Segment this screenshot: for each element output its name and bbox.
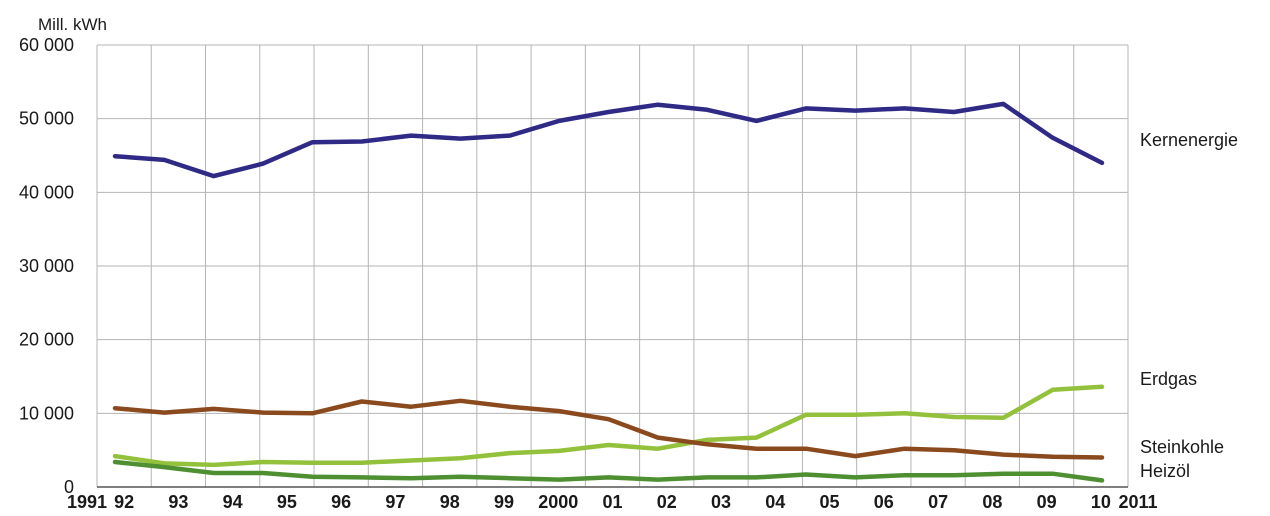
y-tick-label: 50 000 [19,109,74,129]
x-tick-label: 06 [874,492,894,512]
x-tick-label: 97 [385,492,405,512]
y-tick-label: 10 000 [19,403,74,423]
x-tick-label: 2011 [1118,492,1157,512]
y-tick-label: 40 000 [19,182,74,202]
x-tick-label: 01 [602,492,622,512]
x-tick-label: 2000 [538,492,578,512]
x-tick-label: 09 [1037,492,1057,512]
series-label: Steinkohle [1140,437,1224,457]
y-tick-label: 0 [64,477,74,497]
y-axis-unit-label: Mill. kWh [38,15,107,34]
y-tick-label: 20 000 [19,330,74,350]
x-tick-label: 96 [331,492,351,512]
x-tick-label: 98 [440,492,460,512]
x-tick-label: 1991 [67,492,107,512]
y-tick-label: 30 000 [19,256,74,276]
x-tick-label: 95 [277,492,297,512]
x-tick-label: 92 [114,492,134,512]
series-line-erdgas [112,384,1105,468]
series-label: Heizöl [1140,461,1190,481]
x-tick-label: 07 [928,492,948,512]
x-tick-label: 10 [1091,492,1111,512]
x-tick-label: 03 [711,492,731,512]
series-line-steinkohle [112,398,1105,460]
x-tick-label: 93 [168,492,188,512]
x-tick-label: 08 [982,492,1002,512]
series-line-heizl [112,459,1105,483]
axis-layer: 0 10 000 20 000 30 000 40 000 50 000 60 000 199… [19,35,1158,512]
x-tick-label: 99 [494,492,514,512]
x-tick-label: 02 [657,492,677,512]
y-tick-label: 60 000 [19,35,74,55]
series-label: Erdgas [1140,369,1197,389]
label-layer: Kernenergie Erdgas Steinkohle Heizöl [1140,130,1238,481]
x-tick-label: 04 [765,492,785,512]
series-layer [112,101,1105,483]
x-tick-label: 94 [223,492,243,512]
series-line-kernenergie [112,101,1105,179]
x-tick-label: 05 [820,492,840,512]
series-label: Kernenergie [1140,130,1238,150]
